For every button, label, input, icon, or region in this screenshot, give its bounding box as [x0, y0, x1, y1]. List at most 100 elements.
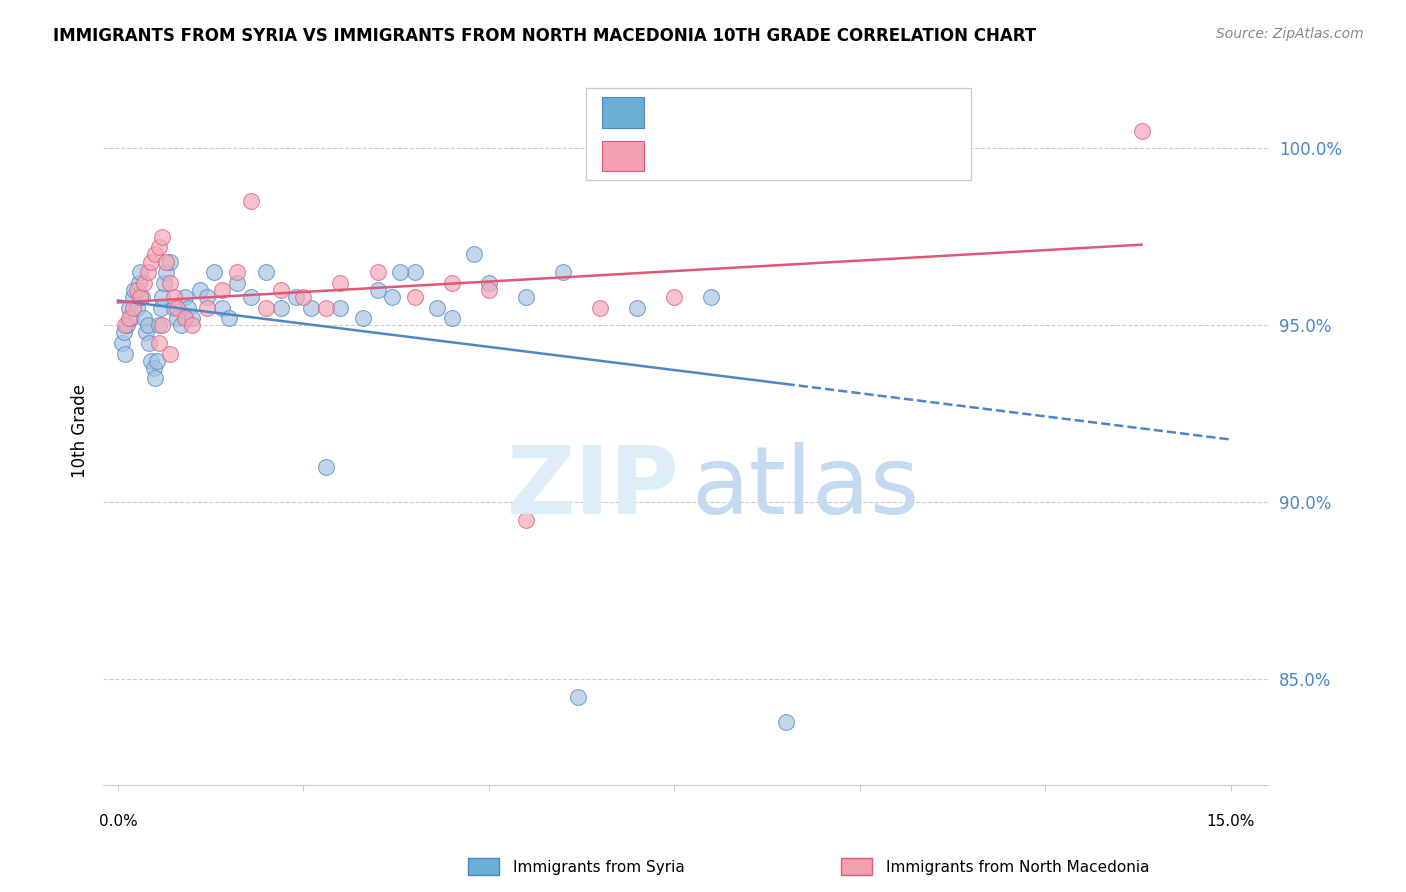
- Point: [254, 265, 277, 279]
- Point: [155, 265, 177, 279]
- Point: [128, 276, 150, 290]
- Point: [148, 318, 170, 333]
- Point: [270, 283, 292, 297]
- Point: [515, 513, 537, 527]
- Point: [426, 301, 449, 315]
- FancyBboxPatch shape: [841, 858, 872, 876]
- Point: [515, 290, 537, 304]
- Point: [1130, 123, 1153, 137]
- Point: [292, 290, 315, 304]
- Point: [181, 311, 204, 326]
- Point: [240, 290, 263, 304]
- Point: [111, 335, 134, 350]
- Point: [131, 290, 153, 304]
- Point: [162, 301, 184, 315]
- Point: [254, 301, 277, 315]
- Y-axis label: 10th Grade: 10th Grade: [72, 384, 89, 478]
- Point: [121, 290, 143, 304]
- Point: [478, 283, 501, 297]
- Text: Immigrants from Syria: Immigrants from Syria: [513, 860, 685, 874]
- Point: [114, 318, 136, 333]
- Text: atlas: atlas: [692, 442, 920, 534]
- Text: 15.0%: 15.0%: [1206, 814, 1254, 829]
- Point: [159, 254, 181, 268]
- Point: [159, 346, 181, 360]
- Point: [166, 311, 188, 326]
- Point: [112, 326, 135, 340]
- FancyBboxPatch shape: [468, 858, 499, 876]
- Point: [129, 290, 152, 304]
- Point: [664, 290, 686, 304]
- Point: [143, 371, 166, 385]
- Point: [551, 265, 574, 279]
- Point: [329, 276, 352, 290]
- Point: [166, 301, 188, 315]
- Point: [132, 276, 155, 290]
- Point: [352, 311, 374, 326]
- Point: [149, 301, 172, 315]
- Point: [173, 290, 195, 304]
- Point: [218, 311, 240, 326]
- Point: [114, 346, 136, 360]
- Point: [141, 353, 163, 368]
- Point: [367, 265, 389, 279]
- Point: [124, 283, 146, 297]
- Point: [120, 311, 142, 326]
- Point: [440, 276, 463, 290]
- Point: [225, 276, 247, 290]
- Point: [240, 194, 263, 209]
- Point: [143, 247, 166, 261]
- Point: [589, 301, 612, 315]
- Point: [404, 290, 426, 304]
- Text: Immigrants from North Macedonia: Immigrants from North Macedonia: [886, 860, 1149, 874]
- Point: [775, 714, 797, 729]
- Point: [315, 301, 337, 315]
- Point: [118, 311, 141, 326]
- Text: 0.0%: 0.0%: [98, 814, 138, 829]
- Point: [148, 240, 170, 254]
- Point: [388, 265, 411, 279]
- Point: [159, 276, 181, 290]
- Text: Source: ZipAtlas.com: Source: ZipAtlas.com: [1216, 27, 1364, 41]
- Point: [152, 318, 174, 333]
- Point: [142, 360, 165, 375]
- Point: [152, 229, 174, 244]
- Point: [162, 290, 184, 304]
- Point: [567, 690, 589, 704]
- Point: [132, 311, 155, 326]
- Point: [125, 283, 148, 297]
- Point: [381, 290, 404, 304]
- Point: [129, 265, 152, 279]
- Point: [148, 335, 170, 350]
- Point: [136, 265, 159, 279]
- Point: [135, 326, 157, 340]
- Point: [177, 301, 200, 315]
- Point: [211, 283, 233, 297]
- Point: [329, 301, 352, 315]
- Point: [211, 301, 233, 315]
- Point: [170, 318, 193, 333]
- Point: [225, 265, 247, 279]
- Point: [195, 290, 218, 304]
- Point: [404, 265, 426, 279]
- Point: [285, 290, 308, 304]
- Point: [270, 301, 292, 315]
- Point: [141, 254, 163, 268]
- Point: [463, 247, 485, 261]
- Text: ZIP: ZIP: [506, 442, 679, 534]
- Point: [152, 290, 174, 304]
- Point: [115, 318, 138, 333]
- Text: IMMIGRANTS FROM SYRIA VS IMMIGRANTS FROM NORTH MACEDONIA 10TH GRADE CORRELATION : IMMIGRANTS FROM SYRIA VS IMMIGRANTS FROM…: [53, 27, 1036, 45]
- Point: [136, 318, 159, 333]
- Point: [125, 301, 148, 315]
- Point: [118, 301, 141, 315]
- Point: [138, 335, 160, 350]
- Point: [121, 301, 143, 315]
- Point: [181, 318, 204, 333]
- Point: [440, 311, 463, 326]
- Point: [202, 265, 225, 279]
- Point: [626, 301, 648, 315]
- Point: [145, 353, 167, 368]
- Point: [195, 301, 218, 315]
- Point: [155, 254, 177, 268]
